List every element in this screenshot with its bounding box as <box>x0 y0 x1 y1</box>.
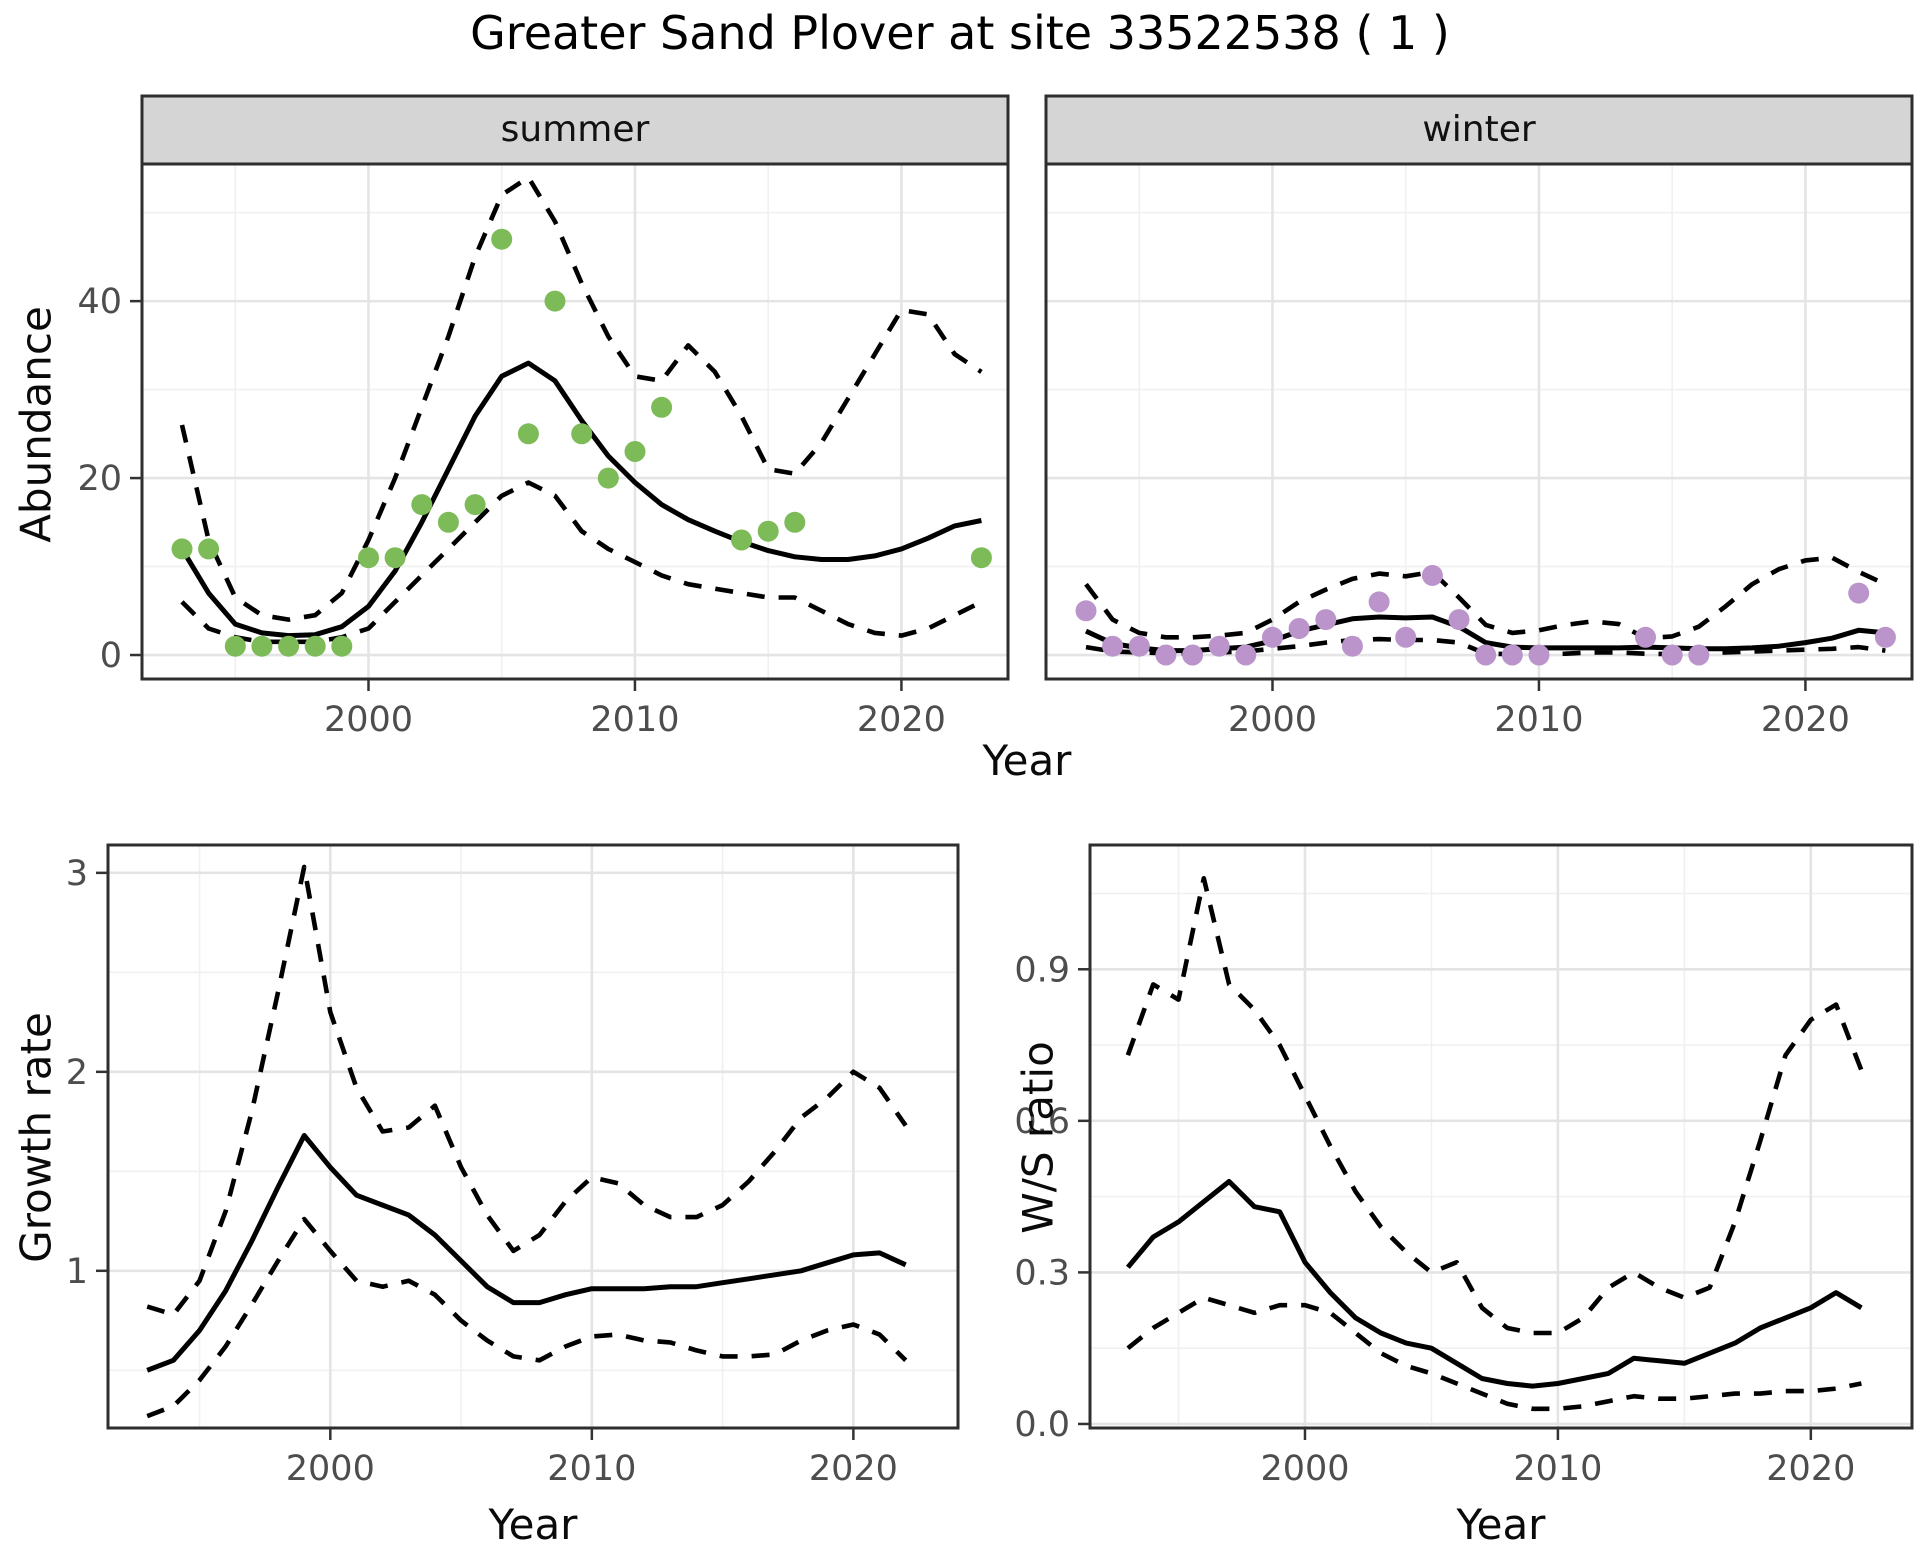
y-tick-label: 20 <box>77 459 122 499</box>
x-tick-label: 2020 <box>1761 700 1850 740</box>
x-tick-label: 2010 <box>1513 1449 1602 1489</box>
facet-strip <box>140 94 1010 166</box>
data-point <box>1635 626 1656 648</box>
data-point <box>464 494 486 516</box>
data-point <box>171 538 193 560</box>
y-axis-title-abundance: Abundance <box>11 306 61 543</box>
panel-background <box>1046 164 1912 679</box>
data-point <box>1475 644 1497 666</box>
data-point <box>651 396 673 418</box>
series-upper-ci-line <box>1084 555 1887 641</box>
data-point <box>1501 644 1523 666</box>
data-point <box>1421 564 1443 586</box>
x-tick-label: 2000 <box>1228 700 1317 740</box>
data-point <box>331 635 353 657</box>
x-tick-label: 2010 <box>1494 700 1583 740</box>
data-point <box>1262 626 1283 648</box>
y-tick-label: 40 <box>77 282 122 322</box>
x-tick-label: 2000 <box>286 1449 375 1489</box>
y-tick-label: 0.3 <box>1014 1253 1070 1293</box>
data-point <box>1448 609 1470 631</box>
series-upper-ci-line <box>179 175 983 622</box>
series-lower-ci-line <box>1126 1295 1862 1412</box>
x-tick-label: 2020 <box>809 1449 898 1489</box>
data-point <box>970 547 992 569</box>
data-point <box>1395 626 1417 648</box>
panel-background <box>142 164 1008 679</box>
data-point <box>251 635 273 657</box>
x-tick-label: 2020 <box>857 700 946 740</box>
data-point <box>384 547 406 569</box>
data-point <box>1102 635 1124 657</box>
data-point <box>517 423 539 445</box>
series-upper-ci-line <box>1125 875 1864 1336</box>
panel-background <box>1090 845 1912 1428</box>
data-point <box>757 520 779 542</box>
data-point <box>1208 635 1230 657</box>
data-point <box>1182 644 1204 666</box>
data-point <box>1288 618 1310 639</box>
data-point <box>1155 644 1177 666</box>
panel-background <box>108 845 958 1428</box>
y-axis-title-growth-rate: Growth rate <box>11 1012 61 1263</box>
data-point <box>571 423 593 445</box>
panel-border <box>106 843 960 1430</box>
y-tick-label: 0.6 <box>1014 1102 1070 1142</box>
x-tick-label: 2010 <box>590 700 679 740</box>
chart-title: Greater Sand Plover at site 33522538 ( 1… <box>470 6 1450 60</box>
y-tick-label: 3 <box>66 854 88 894</box>
data-point <box>224 635 246 657</box>
facet-strip-label-winter: winter <box>1422 109 1536 150</box>
data-point <box>544 290 566 312</box>
data-point <box>1528 644 1550 666</box>
data-point <box>411 494 433 516</box>
series-mean-line <box>146 1133 907 1373</box>
data-point <box>1688 644 1710 666</box>
series-mean-line <box>179 360 982 639</box>
y-tick-label: 0.0 <box>1014 1405 1070 1445</box>
y-tick-label: 1 <box>66 1252 88 1292</box>
x-tick-label: 2020 <box>1766 1449 1855 1489</box>
y-tick-label: 2 <box>66 1053 88 1093</box>
series-lower-ci-line <box>180 480 983 645</box>
x-tick-label: 2000 <box>1260 1449 1349 1489</box>
data-point <box>1661 644 1683 666</box>
data-point <box>597 467 619 489</box>
x-tick-label: 2010 <box>547 1449 636 1489</box>
data-point <box>1368 591 1390 613</box>
series-lower-ci-line <box>146 1216 908 1419</box>
y-tick-label: 0.9 <box>1014 950 1070 990</box>
data-point <box>1341 635 1363 657</box>
facet-strip <box>1044 94 1914 166</box>
series-mean-line <box>1125 1179 1863 1389</box>
x-axis-title-year-bottom-right: Year <box>1456 1500 1546 1549</box>
x-axis-title-year-top: Year <box>982 736 1072 785</box>
data-point <box>437 511 459 533</box>
facet-strip-label-summer: summer <box>500 109 650 150</box>
panel-border <box>1088 843 1914 1430</box>
x-axis-title-year-bottom-left: Year <box>488 1500 578 1549</box>
data-point <box>358 547 379 569</box>
data-point <box>1235 644 1257 666</box>
data-point <box>784 511 806 533</box>
y-axis-title-ws-ratio: W/S ratio <box>1013 1041 1063 1234</box>
data-point <box>491 228 513 250</box>
data-point <box>731 529 752 551</box>
data-point <box>1075 600 1097 622</box>
data-point <box>304 635 326 657</box>
data-point <box>278 635 300 657</box>
y-tick-label: 0 <box>100 636 122 676</box>
data-point <box>1848 582 1870 604</box>
data-point <box>198 538 220 560</box>
data-point <box>1128 635 1150 657</box>
data-point <box>624 441 646 462</box>
data-point <box>1874 626 1896 648</box>
x-tick-label: 2000 <box>324 700 413 740</box>
data-point <box>1315 609 1337 631</box>
